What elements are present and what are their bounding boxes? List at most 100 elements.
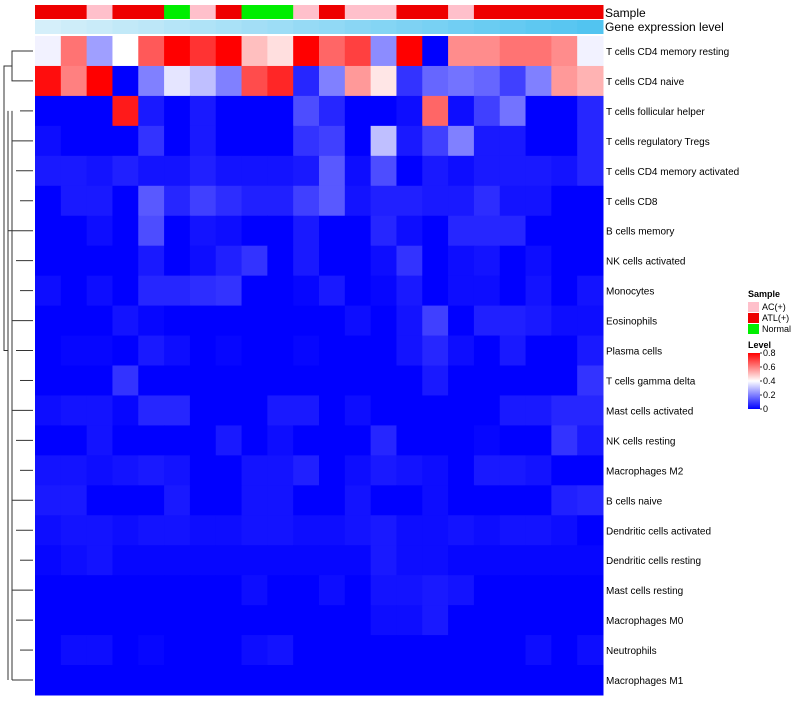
heatmap-cell [344, 305, 372, 337]
heatmap-cell [35, 335, 62, 366]
heatmap-cell [448, 575, 475, 606]
heatmap-cell [551, 36, 578, 67]
heatmap-cell [189, 605, 217, 636]
heatmap-cell [241, 215, 268, 247]
heatmap-cell [344, 65, 372, 97]
heatmap-cell [551, 185, 578, 217]
heatmap-cell [448, 305, 475, 337]
heatmap-cell [525, 125, 552, 157]
heatmap-cell [473, 515, 501, 546]
heatmap-cell [577, 335, 604, 366]
heatmap-cell [241, 605, 268, 636]
heatmap-cell [525, 305, 552, 337]
heatmap-cell [525, 335, 552, 366]
heatmap-cell [241, 485, 268, 516]
heatmap-cell [525, 65, 552, 97]
heatmap-cell [344, 275, 372, 307]
heatmap-cell [319, 425, 346, 456]
heatmap-cell [577, 665, 604, 696]
row-label: B cells naive [606, 496, 663, 507]
heatmap-cell [396, 155, 423, 187]
heatmap-cell [344, 395, 372, 426]
heatmap-cell [267, 665, 294, 696]
heatmap-cell [499, 425, 527, 456]
heatmap-cell [112, 125, 139, 157]
heatmap-cell [473, 125, 501, 157]
heatmap-cell [86, 515, 113, 546]
heatmap-cell [422, 395, 449, 426]
sample-annotation-cell [267, 5, 294, 19]
heatmap-cell [112, 335, 139, 366]
heatmap-cell [35, 455, 62, 486]
gene-expression-annotation-cell [35, 20, 62, 34]
heatmap-cell [396, 545, 423, 576]
heatmap-cell [35, 515, 62, 546]
heatmap-cell [293, 95, 320, 127]
heatmap-cell [35, 665, 62, 696]
level-legend-title: Level [748, 340, 771, 350]
heatmap-cell [293, 395, 320, 426]
heatmap-cell [293, 515, 320, 546]
heatmap-cell [60, 305, 88, 337]
heatmap-cell [112, 395, 139, 426]
heatmap-cell [267, 215, 294, 247]
heatmap-cell [293, 605, 320, 636]
heatmap-cell [525, 515, 552, 546]
heatmap-cell [267, 515, 294, 546]
heatmap-cell [138, 545, 165, 576]
heatmap-cell [293, 455, 320, 486]
heatmap-cell [370, 485, 397, 516]
gene-expression-annotation-cell [551, 20, 578, 34]
heatmap-cell [293, 125, 320, 157]
heatmap-cell [138, 575, 165, 606]
heatmap-cell [473, 185, 501, 217]
heatmap-cell [422, 65, 449, 97]
heatmap-cell [422, 245, 449, 277]
heatmap-cell [35, 395, 62, 426]
heatmap-cell [448, 155, 475, 187]
heatmap-cell [215, 605, 243, 636]
heatmap-cell [448, 545, 475, 576]
heatmap-cell [422, 545, 449, 576]
heatmap-cell [551, 575, 578, 606]
heatmap-cell [499, 155, 527, 187]
heatmap-cell [138, 185, 165, 217]
heatmap-cell [370, 155, 397, 187]
dendrogram-branch [11, 50, 33, 82]
heatmap-cell [215, 125, 243, 157]
heatmap-cell [241, 125, 268, 157]
sample-annotation-cell [319, 5, 346, 19]
heatmap-cell [215, 635, 243, 666]
row-label: Macrophages M2 [606, 466, 684, 477]
heatmap-cell [525, 185, 552, 217]
heatmap-cell [60, 605, 88, 636]
heatmap-cell [473, 395, 501, 426]
heatmap-cell [396, 245, 423, 277]
heatmap-cell [577, 605, 604, 636]
heatmap-cell [60, 215, 88, 247]
heatmap-cell [35, 545, 62, 576]
heatmap-cell [241, 575, 268, 606]
heatmap-cell [60, 36, 88, 67]
heatmap-cell [215, 275, 243, 307]
heatmap-cell [499, 36, 527, 67]
heatmap-cell [241, 185, 268, 217]
heatmap-cell [112, 365, 139, 396]
sample-legend-title: Sample [748, 289, 780, 299]
heatmap-cell [448, 455, 475, 486]
heatmap-cell [267, 65, 294, 97]
heatmap-cell [215, 545, 243, 576]
row-label: Dendritic cells resting [606, 556, 701, 567]
sample-legend-swatch [748, 313, 759, 323]
heatmap-cell [396, 485, 423, 516]
heatmap-cell [241, 455, 268, 486]
heatmap-cell [267, 95, 294, 127]
heatmap-cell [422, 485, 449, 516]
heatmap-cell [267, 545, 294, 576]
heatmap-cell [499, 65, 527, 97]
heatmap-cell [577, 425, 604, 456]
heatmap-cell [60, 575, 88, 606]
gene-expression-annotation-track [35, 20, 604, 34]
gene-expression-annotation-cell [370, 20, 397, 34]
heatmap-cell [551, 605, 578, 636]
